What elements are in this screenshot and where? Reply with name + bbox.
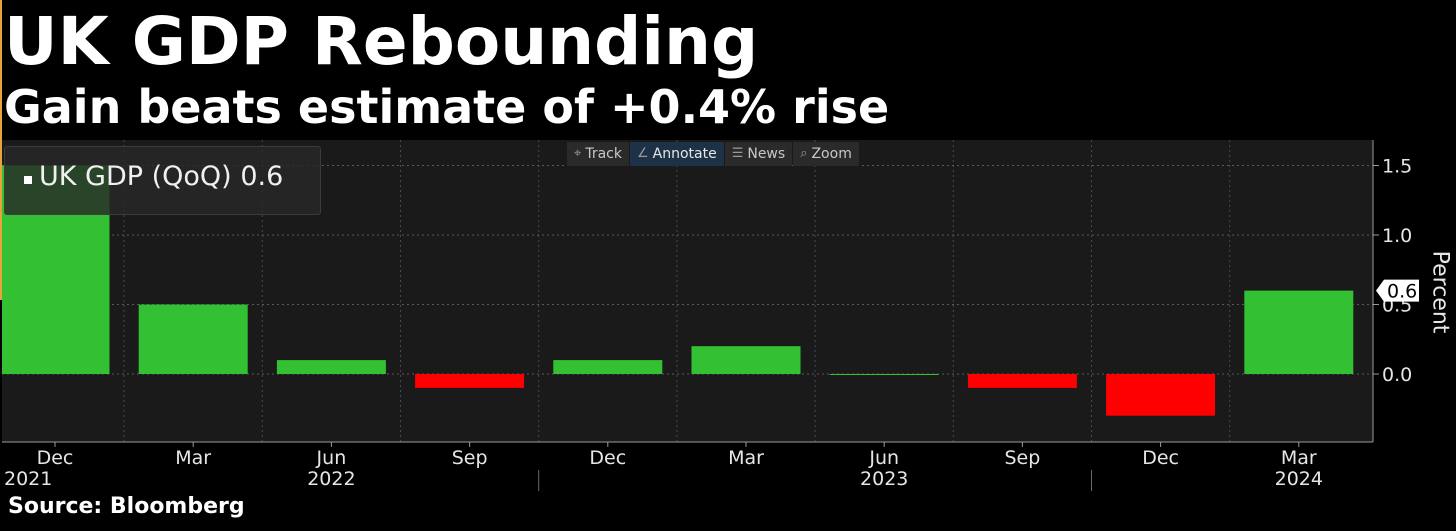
year-label: 2021: [4, 468, 52, 490]
bar-2: [276, 360, 386, 374]
last-value-marker: [1376, 279, 1419, 302]
legend-last-value: 0.6: [240, 161, 284, 192]
legend-box[interactable]: UK GDP (QoQ) 0.6: [4, 146, 321, 215]
crosshair-icon: ⌖: [574, 146, 582, 161]
x-tick-label: Dec: [37, 447, 74, 469]
chart-title: UK GDP Rebounding: [4, 3, 759, 80]
x-tick-label: Mar: [728, 447, 764, 469]
year-label: 2024: [1275, 468, 1323, 490]
legend-swatch: [24, 176, 32, 184]
x-tick-label: Jun: [316, 447, 347, 469]
annotate-label: Annotate: [652, 146, 717, 162]
bar-9: [1244, 290, 1354, 374]
bar-7: [967, 374, 1077, 388]
x-tick-label: Mar: [1281, 447, 1317, 469]
news-button[interactable]: ☰ News: [724, 142, 793, 166]
x-tick-label: Jun: [868, 447, 899, 469]
year-label: 2022: [307, 468, 355, 490]
x-tick-label: Mar: [175, 447, 211, 469]
pencil-icon: ∠: [636, 146, 649, 161]
magnifier-icon: ⌕: [800, 146, 808, 161]
news-icon: ☰: [731, 146, 744, 161]
last-value-label: 0.6: [1387, 281, 1417, 303]
track-button[interactable]: ⌖ Track: [567, 142, 629, 166]
legend-series-label: UK GDP (QoQ): [39, 161, 232, 192]
bar-5: [691, 346, 801, 374]
zoom-label: Zoom: [811, 146, 852, 162]
track-label: Track: [585, 146, 622, 162]
news-label: News: [747, 146, 786, 162]
x-tick-label: Sep: [1004, 447, 1040, 469]
y-axis-label: Percent: [1427, 250, 1453, 334]
zoom-button[interactable]: ⌕ Zoom: [793, 142, 859, 166]
legend-entry: UK GDP (QoQ) 0.6: [39, 161, 283, 192]
y-tick-label: 1.5: [1382, 156, 1412, 178]
annotate-button[interactable]: ∠ Annotate: [629, 142, 724, 166]
bar-8: [1106, 374, 1216, 416]
source-note: Source: Bloomberg: [8, 494, 245, 519]
year-label: 2023: [860, 468, 908, 490]
y-tick-label: 0.0: [1382, 364, 1412, 386]
bar-6: [829, 374, 939, 375]
y-tick-label: 1.0: [1382, 225, 1412, 247]
bar-1: [138, 304, 248, 374]
accent-bar: [0, 0, 2, 300]
x-tick-label: Sep: [452, 447, 488, 469]
x-tick-label: Dec: [589, 447, 626, 469]
chart-toolbar: ⌖ Track ∠ Annotate ☰ News ⌕ Zoom: [567, 142, 860, 166]
chart-subtitle: Gain beats estimate of +0.4% rise: [4, 80, 890, 134]
x-tick-label: Dec: [1142, 447, 1179, 469]
bar-4: [553, 360, 663, 374]
bar-3: [415, 374, 525, 388]
